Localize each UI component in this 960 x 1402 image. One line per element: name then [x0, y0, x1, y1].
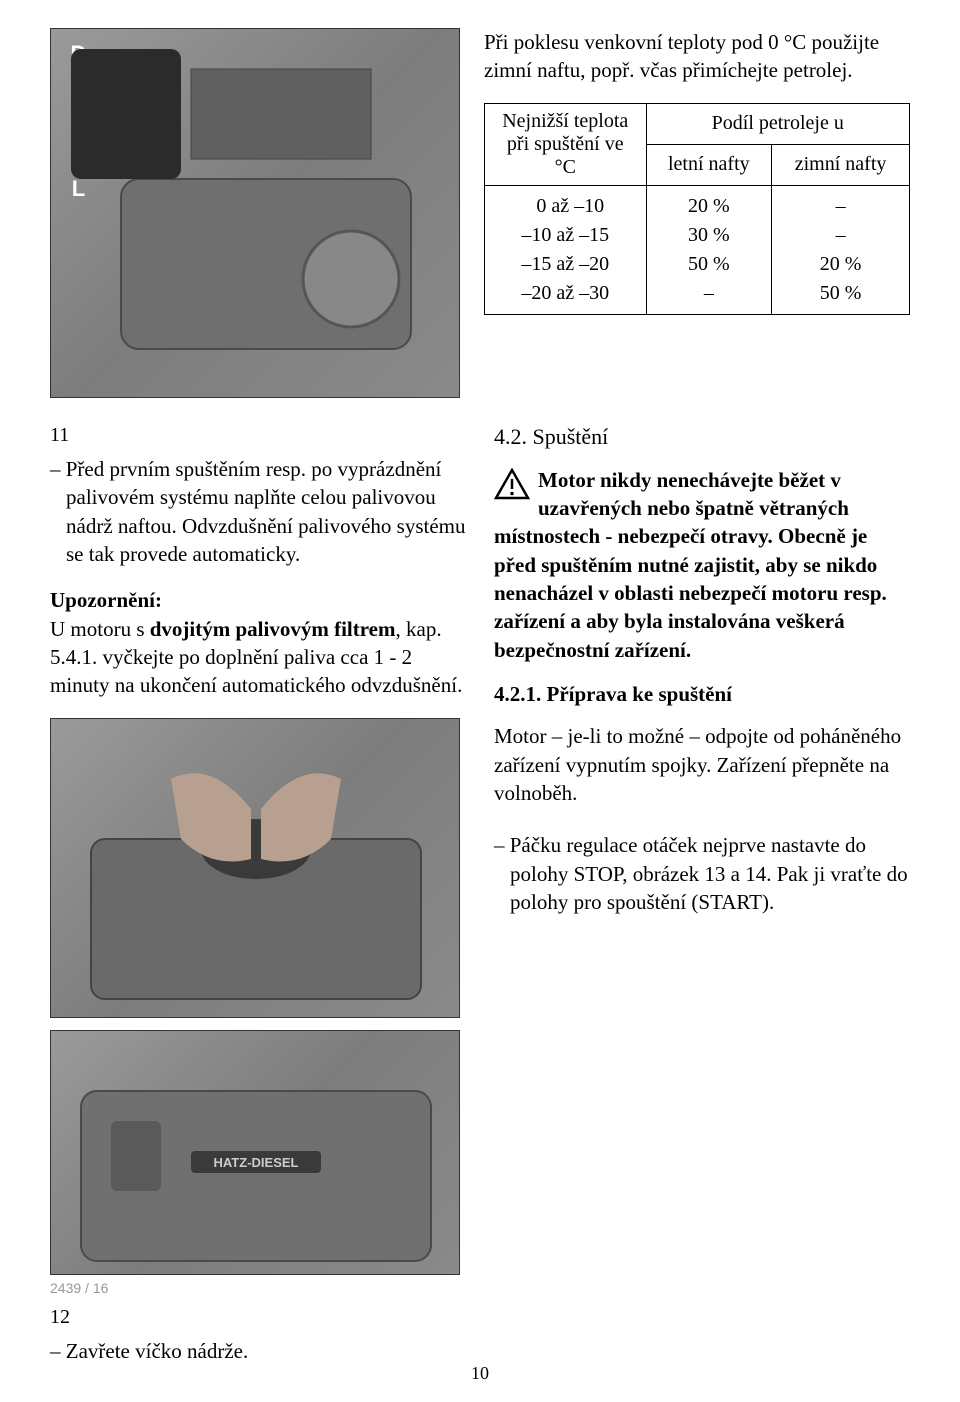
- engine-illustration: [51, 29, 460, 398]
- figure-number-11: 11: [50, 422, 466, 449]
- hands-illustration: [51, 719, 460, 1018]
- photo-engine-top: HATZ-DIESEL: [50, 1030, 460, 1275]
- page-number: 10: [0, 1363, 960, 1384]
- para-before-first-start: – Před prvním spuštěním resp. po vyprázd…: [50, 455, 466, 568]
- heading-4-2-1: 4.2.1. Příprava ke spuštění: [494, 680, 910, 708]
- photo-caption: 2439 / 16: [50, 1279, 466, 1298]
- heading-4-2: 4.2. Spuštění: [494, 422, 910, 452]
- table-winter: – – 20 % 50 %: [772, 185, 910, 314]
- table-sub-right: zimní nafty: [772, 144, 910, 185]
- intro-paragraph: Při poklesu venkovní teploty pod 0 °C po…: [484, 28, 910, 85]
- table-head-right: Podíl petroleje u: [646, 103, 910, 144]
- table-ranges: 0 až –10 –10 až –15 –15 až –20 –20 až –3…: [485, 185, 647, 314]
- close-lid-text: – Zavřete víčko nádrže.: [50, 1337, 466, 1365]
- prep-para-1: Motor – je-li to možné – odpojte od pohá…: [494, 722, 910, 807]
- right-column: 4.2. Spuštění Motor nikdy nenechávejte b…: [494, 422, 910, 1383]
- photo-fuel-can: DIESEL: [50, 28, 460, 398]
- table-head-left: Nejnižší teplota při spuštění ve °C: [485, 103, 647, 185]
- warning-text: Motor nikdy nenechávejte běžet v uzavřen…: [494, 468, 887, 662]
- upoz-bold: dvojitým palivovým filtrem: [150, 617, 396, 641]
- engine-top-illustration: HATZ-DIESEL: [51, 1031, 460, 1275]
- table-sub-left: letní nafty: [646, 144, 772, 185]
- figure-number-12: 12: [50, 1304, 466, 1331]
- warning-triangle-icon: [494, 468, 530, 500]
- petrolej-table: Nejnižší teplota při spuštění ve °C Podí…: [484, 103, 910, 315]
- upozorneni-label: Upozornění:: [50, 588, 162, 612]
- svg-text:HATZ-DIESEL: HATZ-DIESEL: [214, 1155, 299, 1170]
- prep-para-2: – Páčku regulace otáček nejprve nastavte…: [494, 831, 910, 916]
- table-summer: 20 % 30 % 50 % –: [646, 185, 772, 314]
- upoz-text-a: U motoru s: [50, 617, 150, 641]
- warning-block: Motor nikdy nenechávejte běžet v uzavřen…: [494, 466, 910, 664]
- left-column: 11 – Před prvním spuštěním resp. po vypr…: [50, 422, 466, 1383]
- photo-hands-cap: [50, 718, 460, 1018]
- upozorneni-block: Upozornění: U motoru s dvojitým palivový…: [50, 586, 466, 699]
